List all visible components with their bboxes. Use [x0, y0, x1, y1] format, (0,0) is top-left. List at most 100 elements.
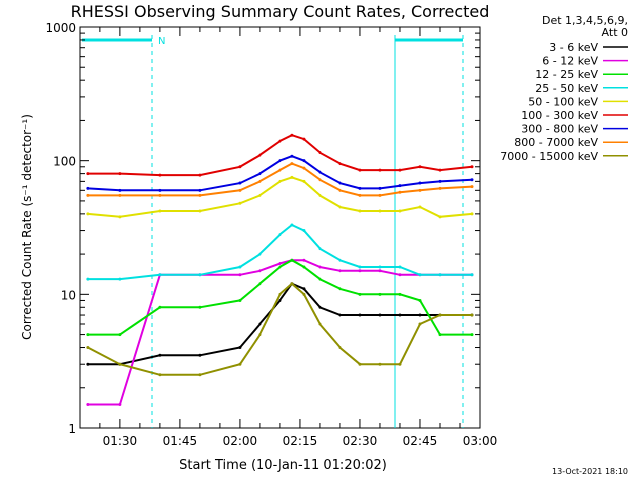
data-point — [378, 193, 382, 197]
data-point — [290, 282, 294, 286]
data-point — [438, 186, 442, 190]
data-point — [418, 313, 422, 317]
series-3 — [86, 223, 474, 281]
data-point — [258, 172, 262, 176]
data-point — [418, 298, 422, 302]
series-4 — [86, 175, 474, 219]
data-point — [378, 265, 382, 269]
data-point — [118, 362, 122, 366]
data-point — [318, 265, 322, 269]
legend-label: 800 - 7000 keV — [514, 136, 598, 149]
data-point — [470, 178, 474, 182]
series-line — [87, 259, 472, 406]
chart-title: RHESSI Observing Summary Count Rates, Co… — [71, 2, 490, 21]
data-point — [398, 190, 402, 194]
data-point — [158, 193, 162, 197]
data-point — [418, 322, 422, 326]
data-point — [198, 273, 202, 277]
data-point — [378, 168, 382, 172]
data-point — [358, 313, 362, 317]
data-point — [278, 298, 282, 302]
data-point — [438, 333, 442, 337]
data-point — [258, 282, 262, 286]
data-point — [86, 362, 90, 366]
data-point — [418, 205, 422, 209]
data-point — [302, 287, 306, 291]
data-point — [338, 162, 342, 166]
data-point — [158, 173, 162, 177]
data-point — [238, 201, 242, 205]
data-point — [318, 322, 322, 326]
y-tick-label: 10 — [61, 288, 76, 302]
y-axis-title: Corrected Count Rate (s⁻¹ detector⁻¹) — [20, 114, 34, 340]
data-point — [338, 269, 342, 273]
data-point — [338, 287, 342, 291]
annotation-n: N — [158, 36, 165, 47]
data-point — [438, 273, 442, 277]
x-tick-label: 02:45 — [403, 434, 438, 448]
data-point — [398, 273, 402, 277]
data-point — [438, 179, 442, 183]
data-point — [198, 188, 202, 192]
data-point — [158, 305, 162, 309]
data-point — [398, 184, 402, 188]
data-point — [290, 258, 294, 262]
data-point — [302, 265, 306, 269]
x-tick-label: 02:00 — [223, 434, 258, 448]
data-point — [378, 362, 382, 366]
data-point — [358, 362, 362, 366]
data-point — [378, 186, 382, 190]
data-point — [278, 139, 282, 143]
data-point — [278, 168, 282, 172]
data-point — [86, 333, 90, 337]
data-point — [438, 215, 442, 219]
data-point — [238, 273, 242, 277]
data-point — [258, 179, 262, 183]
data-point — [318, 193, 322, 197]
data-point — [318, 277, 322, 281]
data-point — [302, 159, 306, 163]
legend-label: 100 - 300 keV — [521, 109, 598, 122]
data-point — [470, 313, 474, 317]
data-point — [86, 186, 90, 190]
data-point — [258, 269, 262, 273]
data-point — [358, 186, 362, 190]
series-2 — [86, 258, 474, 337]
data-point — [158, 188, 162, 192]
x-tick-label: 01:45 — [163, 434, 198, 448]
data-point — [238, 181, 242, 185]
x-axis-title: Start Time (10-Jan-11 01:20:02) — [179, 458, 387, 473]
data-point — [258, 322, 262, 326]
data-point — [118, 402, 122, 406]
x-tick-label: 02:30 — [343, 434, 378, 448]
data-point — [398, 292, 402, 296]
data-point — [398, 313, 402, 317]
data-point — [378, 269, 382, 273]
x-tick-label: 02:15 — [283, 434, 318, 448]
y-tick-label: 1000 — [45, 21, 76, 35]
data-point — [398, 265, 402, 269]
data-point — [302, 137, 306, 141]
data-point — [438, 313, 442, 317]
data-point — [418, 188, 422, 192]
series-7 — [86, 162, 474, 197]
data-point — [258, 153, 262, 157]
legend-label: 7000 - 15000 keV — [500, 150, 598, 163]
data-point — [302, 229, 306, 233]
data-point — [338, 313, 342, 317]
legend-label: 3 - 6 keV — [549, 41, 598, 54]
series-8 — [86, 282, 474, 377]
series-0 — [86, 282, 474, 366]
data-point — [338, 258, 342, 262]
data-point — [198, 193, 202, 197]
data-point — [118, 333, 122, 337]
data-point — [198, 353, 202, 357]
data-point — [338, 346, 342, 350]
data-point — [278, 233, 282, 237]
data-point — [470, 212, 474, 216]
data-point — [398, 362, 402, 366]
data-point — [198, 305, 202, 309]
data-point — [318, 170, 322, 174]
data-point — [86, 172, 90, 176]
